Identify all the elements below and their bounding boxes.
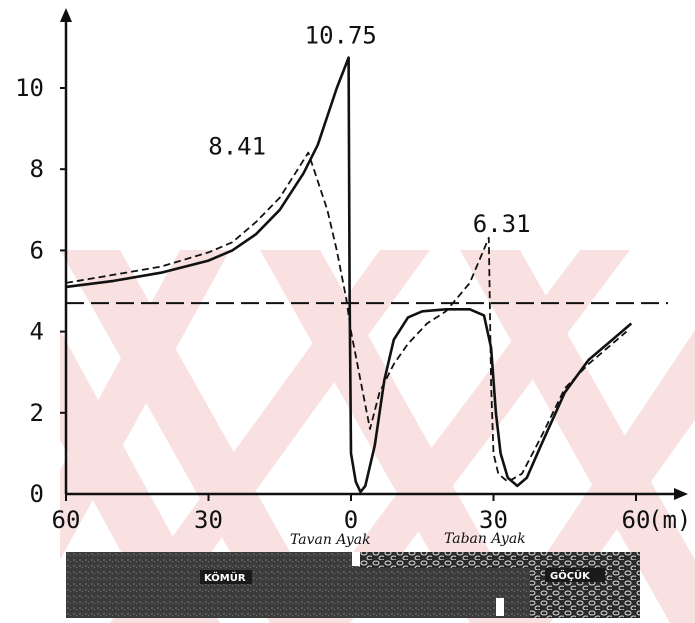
y-tick-label: 10 [15, 74, 44, 102]
coal-label-box [200, 570, 252, 584]
goaf-label: GÖÇÜK [550, 568, 591, 582]
y-tick-label: 2 [30, 399, 44, 427]
axes [60, 8, 688, 500]
series-dashed-line [65, 151, 628, 483]
peak-label: 8.41 [208, 133, 266, 161]
y-axis-arrow [60, 8, 72, 22]
goaf-zone [530, 552, 640, 618]
y-ticks: 0 2 4 6 8 10 [15, 74, 66, 508]
x-tick-label: 60 [52, 506, 81, 534]
strata-strip: KÖMÜR GÖÇÜK [66, 552, 640, 618]
y-tick-label: 4 [30, 318, 44, 346]
series-solid-line [65, 56, 633, 494]
x-ticks: 60 30 0 30 60(m) [52, 494, 691, 534]
x-axis-arrow [674, 488, 688, 500]
x-tick-label: 0 [344, 506, 358, 534]
series-group [65, 56, 633, 494]
peak-label: 6.31 [473, 210, 531, 238]
x-tick-label: 30 [479, 506, 508, 534]
y-tick-label: 8 [30, 155, 44, 183]
taban-ayak-label: Taban Ayak [444, 531, 526, 547]
goaf-label-box [545, 568, 605, 582]
peak-label: 10.75 [305, 22, 377, 50]
x-tick-label: 60 [622, 506, 651, 534]
y-tick-label: 0 [30, 480, 44, 508]
x-unit-label: (m) [648, 506, 691, 534]
tavan-ayak-label: Tavan Ayak [290, 532, 371, 548]
roof-goaf-band [358, 552, 530, 568]
face-marker-right [496, 598, 504, 616]
peak-annotations: 10.75 8.41 6.31 [208, 22, 530, 238]
coal-label: KÖMÜR [204, 570, 246, 584]
face-marker-left [352, 552, 360, 566]
y-tick-label: 6 [30, 236, 44, 264]
x-tick-label: 30 [194, 506, 223, 534]
